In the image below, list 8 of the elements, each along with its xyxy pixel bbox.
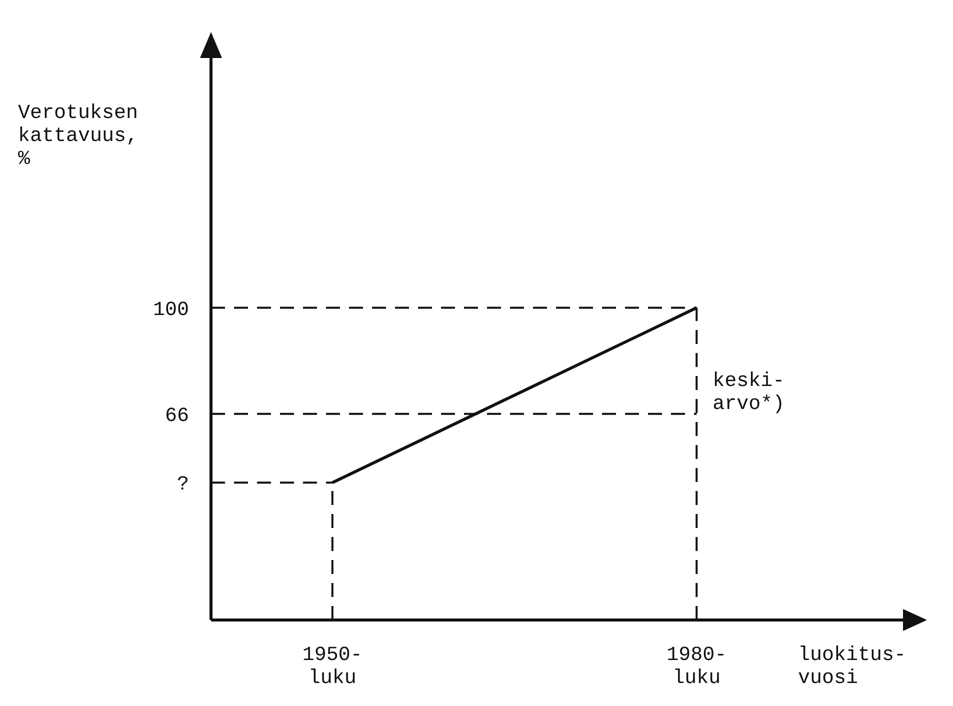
y-tick-label: ? <box>176 474 189 497</box>
x-tick-label: 1980- luku <box>666 644 727 690</box>
y-axis-title: Verotuksen kattavuus, % <box>18 102 138 171</box>
y-tick-label: 66 <box>164 404 189 428</box>
y-tick-label: 100 <box>152 298 189 322</box>
x-axis-title: luokitus- vuosi <box>798 644 906 690</box>
x-tick-label: 1950- luku <box>302 644 362 690</box>
ref-line-label: keski- arvo*) <box>712 370 785 416</box>
